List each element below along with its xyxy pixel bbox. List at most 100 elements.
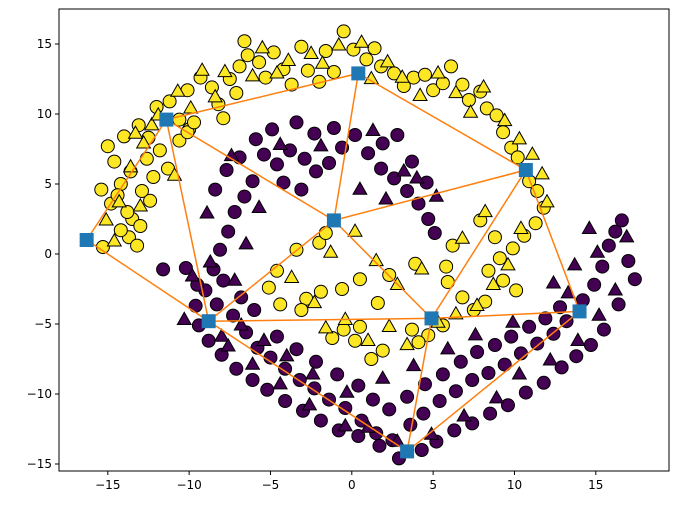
point-s1-21 (363, 70, 380, 85)
point-s0-11 (134, 184, 149, 198)
point-s2-109 (418, 377, 432, 392)
point-s1-51 (413, 260, 430, 275)
x-tick-label-6: 15 (588, 478, 603, 492)
point-s2-22 (209, 297, 224, 312)
point-s0-36 (284, 77, 299, 92)
point-s2-38 (448, 384, 463, 399)
point-s1-5 (127, 125, 144, 139)
point-s0-68 (492, 251, 507, 266)
point-s2-53 (627, 272, 642, 287)
edge-14 (406, 318, 433, 452)
point-s1-27 (462, 104, 479, 118)
point-s2-9 (374, 161, 389, 176)
point-s1-44 (318, 319, 334, 334)
point-s1-1 (111, 193, 127, 208)
point-s1-45 (306, 294, 323, 309)
point-s0-91 (318, 226, 333, 240)
point-s2-11 (400, 184, 415, 198)
point-s2-16 (237, 189, 252, 204)
point-s0-10 (139, 151, 154, 166)
point-s3-31 (467, 326, 484, 341)
point-s0-42 (336, 24, 351, 39)
point-s1-53 (477, 203, 493, 218)
point-s1-48 (347, 223, 363, 237)
x-tick-label-0: −15 (95, 478, 120, 492)
point-s3-4 (428, 188, 445, 202)
point-s0-15 (162, 94, 177, 109)
point-s0-108 (229, 86, 244, 100)
edge-1 (86, 239, 210, 322)
edge-12 (208, 317, 432, 322)
edge-16 (406, 310, 581, 452)
y-tick-label-4: 5 (44, 177, 52, 191)
point-s1-13 (244, 67, 261, 82)
point-s2-2 (282, 143, 297, 158)
point-s2-47 (587, 277, 602, 292)
point-s0-32 (252, 55, 267, 70)
point-s0-89 (294, 303, 309, 317)
point-s3-14 (301, 396, 318, 411)
point-s1-34 (513, 220, 529, 234)
x-axis-ticks: −15 −10 −5 0 5 10 15 (95, 471, 603, 492)
point-s3-33 (405, 357, 422, 372)
point-s3-7 (202, 253, 219, 268)
point-s2-37 (432, 394, 447, 408)
point-s2-68 (372, 438, 387, 453)
point-s2-29 (307, 381, 322, 396)
point-s0-111 (113, 223, 128, 238)
point-s2-108 (400, 389, 415, 404)
x-tick-label-1: −10 (176, 478, 201, 492)
y-tick-label-3: 0 (44, 247, 52, 261)
point-s3-30 (505, 314, 521, 328)
edge-9 (525, 169, 581, 312)
point-s0-74 (455, 290, 470, 305)
center-6 (424, 311, 439, 326)
point-s2-110 (435, 367, 450, 382)
point-s1-37 (469, 297, 485, 311)
point-s2-35 (403, 417, 418, 432)
point-s1-22 (379, 53, 396, 68)
point-s0-6 (130, 238, 145, 253)
point-s2-7 (348, 128, 363, 142)
edge-7 (333, 169, 527, 222)
point-s3-26 (618, 228, 635, 243)
edge-0 (86, 119, 167, 241)
center-5 (201, 314, 216, 329)
point-s1-14 (254, 39, 271, 54)
point-s2-48 (595, 259, 610, 274)
point-s2-99 (234, 290, 249, 305)
point-s1-12 (217, 63, 233, 78)
point-s0-81 (364, 352, 379, 366)
point-s0-57 (479, 101, 494, 116)
point-s0-104 (172, 133, 187, 148)
point-s1-43 (337, 311, 354, 325)
point-s2-51 (614, 213, 629, 228)
point-s0-79 (404, 322, 419, 337)
point-s0-97 (370, 296, 385, 310)
data-points (94, 24, 642, 466)
point-s0-50 (418, 67, 432, 82)
point-s1-7 (132, 197, 149, 212)
point-s3-29 (545, 274, 562, 289)
point-s2-101 (269, 329, 284, 344)
edge-8 (430, 169, 527, 319)
point-s0-44 (359, 52, 374, 67)
point-s3-11 (220, 337, 236, 352)
point-s1-24 (412, 87, 428, 101)
edge-5 (357, 72, 527, 171)
point-s0-86 (335, 282, 350, 296)
point-s2-71 (313, 413, 328, 428)
point-s1-38 (448, 305, 464, 320)
point-s1-52 (454, 230, 471, 244)
point-s2-85 (208, 182, 223, 197)
point-s1-19 (331, 36, 347, 51)
point-s2-111 (453, 354, 468, 369)
point-s0-12 (143, 193, 158, 208)
point-s2-14 (427, 226, 442, 240)
point-s0-40 (318, 44, 333, 58)
point-s2-97 (294, 182, 309, 197)
center-8 (400, 444, 415, 459)
point-s3-40 (226, 272, 243, 286)
point-s0-70 (496, 273, 511, 288)
center-1 (159, 112, 174, 127)
